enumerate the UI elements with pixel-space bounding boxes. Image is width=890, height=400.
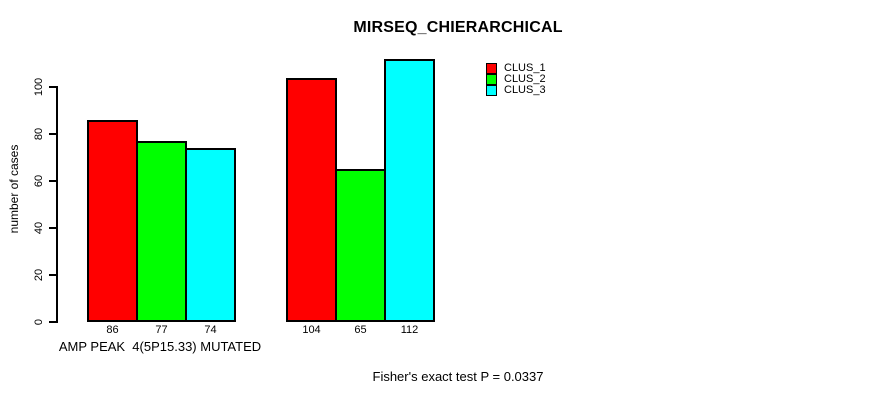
- bar-value-label: 86: [106, 324, 119, 336]
- bar-clus_1-group2: [286, 78, 337, 322]
- legend-swatch: [486, 85, 497, 96]
- bar-value-label: 74: [204, 324, 217, 336]
- bar-value-label: 77: [155, 324, 168, 336]
- fisher-test-note: Fisher's exact test P = 0.0337: [372, 369, 544, 384]
- legend-label: CLUS_1: [504, 62, 546, 74]
- y-tick: [49, 180, 56, 182]
- y-tick-label: 40: [33, 221, 45, 235]
- legend-swatch: [486, 63, 497, 74]
- y-tick-label: 100: [33, 77, 45, 97]
- y-tick: [49, 274, 56, 276]
- legend-item-clus_2: CLUS_2: [486, 74, 546, 85]
- bar-clus_2-group1: [136, 141, 187, 322]
- y-tick: [49, 227, 56, 229]
- chart-title: MIRSEQ_CHIERARCHICAL: [353, 19, 563, 36]
- legend-swatch: [486, 74, 497, 85]
- y-tick-label: 0: [33, 318, 45, 326]
- bar-value-label: 104: [302, 324, 321, 336]
- y-tick-label: 20: [33, 268, 45, 282]
- y-tick: [49, 133, 56, 135]
- bar-clus_2-group2: [335, 169, 386, 322]
- legend-label: CLUS_3: [504, 84, 546, 96]
- bar-clus_1-group1: [87, 120, 138, 322]
- x-axis-label: AMP PEAK 4(5P15.33) MUTATED: [58, 339, 262, 354]
- y-tick: [49, 86, 56, 88]
- legend-item-clus_3: CLUS_3: [486, 85, 546, 96]
- y-axis-line: [56, 86, 58, 323]
- y-tick-label: 60: [33, 174, 45, 188]
- legend-label: CLUS_2: [504, 73, 546, 85]
- bar-clus_3-group1: [185, 148, 236, 322]
- bar-clus_3-group2: [384, 59, 435, 322]
- bar-value-label: 65: [354, 324, 367, 336]
- legend-item-clus_1: CLUS_1: [486, 63, 546, 74]
- y-tick: [49, 321, 56, 323]
- y-tick-label: 80: [33, 127, 45, 141]
- bar-value-label: 112: [400, 324, 419, 336]
- legend: CLUS_1 CLUS_2 CLUS_3: [486, 63, 546, 96]
